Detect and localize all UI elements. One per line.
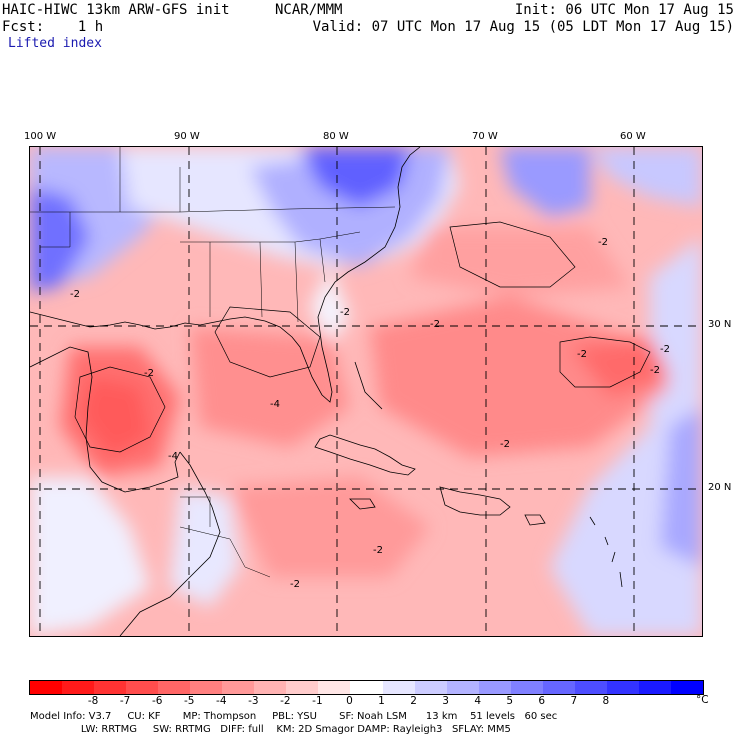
colorbar-swatch bbox=[542, 681, 575, 694]
colorbar-swatch bbox=[286, 681, 319, 694]
coastlines bbox=[30, 147, 623, 636]
colorbar-swatch bbox=[606, 681, 639, 694]
field-name: Lifted index bbox=[8, 36, 102, 51]
lat-label-30n: 30 N bbox=[708, 319, 732, 330]
model-info-line-2: LW: RRTMG SW: RRTMG DIFF: full KM: 2D Sm… bbox=[30, 724, 511, 735]
lon-label-100w: 100 W bbox=[24, 131, 57, 142]
colorbar-swatch bbox=[574, 681, 607, 694]
contour-label: -2 bbox=[598, 237, 608, 248]
contour-label: -2 bbox=[144, 368, 154, 379]
lat-label-20n: 20 N bbox=[708, 482, 732, 493]
colorbar-tick-label: -1 bbox=[312, 695, 323, 707]
colorbar-swatch bbox=[126, 681, 159, 694]
contour-label: -2 bbox=[373, 545, 383, 556]
colorbar-swatch bbox=[510, 681, 543, 694]
colorbar-tick-label: 8 bbox=[602, 695, 610, 707]
contour-label: -4 bbox=[168, 451, 178, 462]
colorbar-tick-label: 3 bbox=[442, 695, 449, 707]
state-borders bbox=[30, 147, 396, 578]
lat-lon-grid bbox=[30, 147, 702, 636]
colorbar-swatch bbox=[30, 681, 63, 694]
forecast-hour: Fcst: 1 h bbox=[2, 19, 104, 35]
contour-label: -2 bbox=[660, 344, 670, 355]
model-info-line-1: Model Info: V3.7 CU: KF MP: Thompson PBL… bbox=[30, 711, 558, 722]
colorbar-swatch bbox=[318, 681, 351, 694]
colorbar-tick-label: -5 bbox=[183, 695, 195, 707]
colorbar-swatch bbox=[62, 681, 95, 694]
contour-label: -4 bbox=[270, 399, 280, 410]
colorbar-swatch bbox=[190, 681, 223, 694]
valid-time: Valid: 07 UTC Mon 17 Aug 15 (05 LDT Mon … bbox=[312, 19, 734, 35]
contour-label: -2 bbox=[70, 289, 80, 300]
init-time: Init: 06 UTC Mon 17 Aug 15 bbox=[514, 2, 734, 18]
colorbar-tick-label: 7 bbox=[570, 695, 578, 707]
colorbar-tick-label: -7 bbox=[119, 695, 131, 707]
lon-label-80w: 80 W bbox=[323, 131, 349, 142]
colorbar-tick-label: 5 bbox=[506, 695, 514, 707]
colorbar-unit: °C bbox=[696, 694, 709, 706]
colorbar-swatch bbox=[478, 681, 511, 694]
colorbar-swatch bbox=[670, 681, 703, 694]
colorbar-swatch bbox=[638, 681, 671, 694]
contour-label: -2 bbox=[430, 319, 440, 330]
colorbar-tick-label: 1 bbox=[378, 695, 385, 707]
contour-label: -2 bbox=[340, 307, 350, 318]
lifted-index-map: -2 -2 -2 -2 -2 -4 -2 -2 -2 -4 -2 -2 -2 bbox=[29, 146, 703, 637]
org-label: NCAR/MMM bbox=[275, 2, 343, 18]
colorbar-tick-label: 6 bbox=[538, 695, 546, 707]
colorbar-tick-label: -2 bbox=[280, 695, 291, 707]
lon-label-70w: 70 W bbox=[472, 131, 498, 142]
colorbar-swatch bbox=[350, 681, 383, 694]
field-shading bbox=[30, 147, 702, 636]
colorbar-swatch bbox=[382, 681, 415, 694]
colorbar-tick-label: 4 bbox=[474, 695, 481, 707]
lon-label-90w: 90 W bbox=[174, 131, 200, 142]
contour-label: -2 bbox=[500, 439, 510, 450]
colorbar-swatch bbox=[254, 681, 287, 694]
map-canvas: -2 -2 -2 -2 -2 -4 -2 -2 -2 -4 -2 -2 -2 bbox=[30, 147, 702, 636]
colorbar-tick-label: 0 bbox=[346, 695, 353, 707]
contour-label-group: -2 -2 -2 -2 -2 -4 -2 -2 -2 -4 -2 -2 -2 bbox=[70, 237, 670, 590]
colorbar-tick-label: -6 bbox=[151, 695, 163, 707]
model-title: HAIC-HIWC 13km ARW-GFS init bbox=[2, 2, 230, 18]
contour-label: -2 bbox=[290, 579, 300, 590]
contour-label: -2 bbox=[577, 349, 587, 360]
colorbar-swatch bbox=[158, 681, 191, 694]
colorbar-swatch bbox=[414, 681, 447, 694]
colorbar-tick-label: -3 bbox=[248, 695, 259, 707]
contours bbox=[74, 221, 651, 453]
colorbar-tick-label: -8 bbox=[87, 695, 99, 707]
colorbar-swatch bbox=[94, 681, 127, 694]
colorbar bbox=[29, 680, 704, 695]
colorbar-tick-label: 2 bbox=[410, 695, 417, 707]
colorbar-swatch bbox=[446, 681, 479, 694]
colorbar-tick-label: -4 bbox=[216, 695, 227, 707]
contour-label: -2 bbox=[650, 365, 660, 376]
colorbar-swatch bbox=[222, 681, 255, 694]
lon-label-60w: 60 W bbox=[620, 131, 646, 142]
